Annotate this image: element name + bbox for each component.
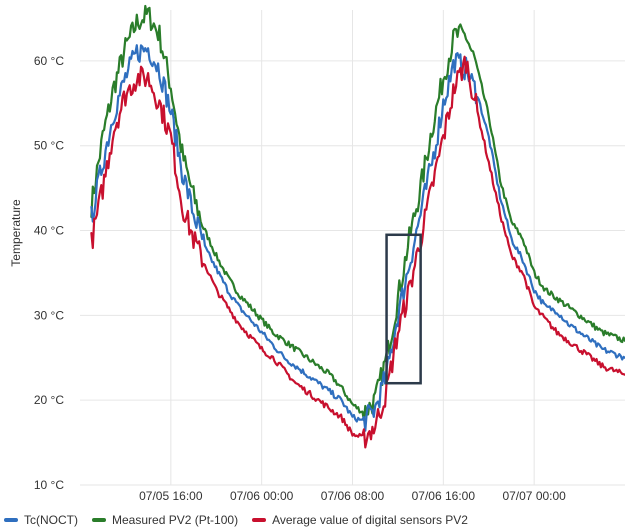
line-chart: 10 °C 20 °C 30 °C 40 °C 50 °C 60 °C 07/05 16:… bbox=[9, 4, 625, 503]
legend-swatch-tc-noct bbox=[4, 518, 18, 522]
y-tick-label: 20 °C bbox=[34, 393, 64, 407]
y-axis-title: Temperature bbox=[9, 199, 23, 267]
series-line-tc-noct bbox=[90, 44, 625, 432]
x-tick-label: 07/06 16:00 bbox=[412, 489, 476, 503]
y-tick-label: 30 °C bbox=[34, 308, 64, 322]
legend-swatch-measured-pv2 bbox=[92, 518, 106, 522]
x-axis-ticks: 07/05 16:00 07/06 00:00 07/06 08:00 07/06 1… bbox=[139, 489, 566, 503]
x-tick-label: 07/06 00:00 bbox=[230, 489, 294, 503]
series-line-average-value-of-digital-sensors-pv2 bbox=[90, 55, 625, 449]
series-lines bbox=[90, 4, 625, 449]
legend-item-tc-noct[interactable]: Tc(NOCT) bbox=[4, 513, 78, 527]
gridlines bbox=[80, 10, 625, 486]
x-tick-label: 07/07 00:00 bbox=[502, 489, 566, 503]
series-line-measured-pv2-pt-100 bbox=[90, 4, 625, 422]
legend-item-measured-pv2[interactable]: Measured PV2 (Pt-100) bbox=[92, 513, 238, 527]
legend-swatch-average-digital-pv2 bbox=[252, 518, 267, 522]
y-axis-ticks: 10 °C 20 °C 30 °C 40 °C 50 °C 60 °C bbox=[34, 54, 64, 492]
legend-item-average-digital-pv2[interactable]: Average value of digital sensors PV2 bbox=[252, 513, 468, 527]
y-tick-label: 40 °C bbox=[34, 224, 64, 238]
y-tick-label: 60 °C bbox=[34, 54, 64, 68]
legend-label-measured-pv2: Measured PV2 (Pt-100) bbox=[112, 513, 239, 527]
legend-label-tc-noct: Tc(NOCT) bbox=[24, 513, 78, 527]
annotations bbox=[385, 233, 422, 385]
y-tick-label: 10 °C bbox=[34, 478, 64, 492]
legend-label-average-digital-pv2: Average value of digital sensors PV2 bbox=[272, 513, 468, 527]
legend: Tc(NOCT) Measured PV2 (Pt-100) Average v… bbox=[4, 511, 468, 529]
x-tick-label: 07/06 08:00 bbox=[321, 489, 385, 503]
highlight-rectangle bbox=[385, 233, 422, 385]
x-tick-label: 07/05 16:00 bbox=[139, 489, 203, 503]
y-tick-label: 50 °C bbox=[34, 139, 64, 153]
